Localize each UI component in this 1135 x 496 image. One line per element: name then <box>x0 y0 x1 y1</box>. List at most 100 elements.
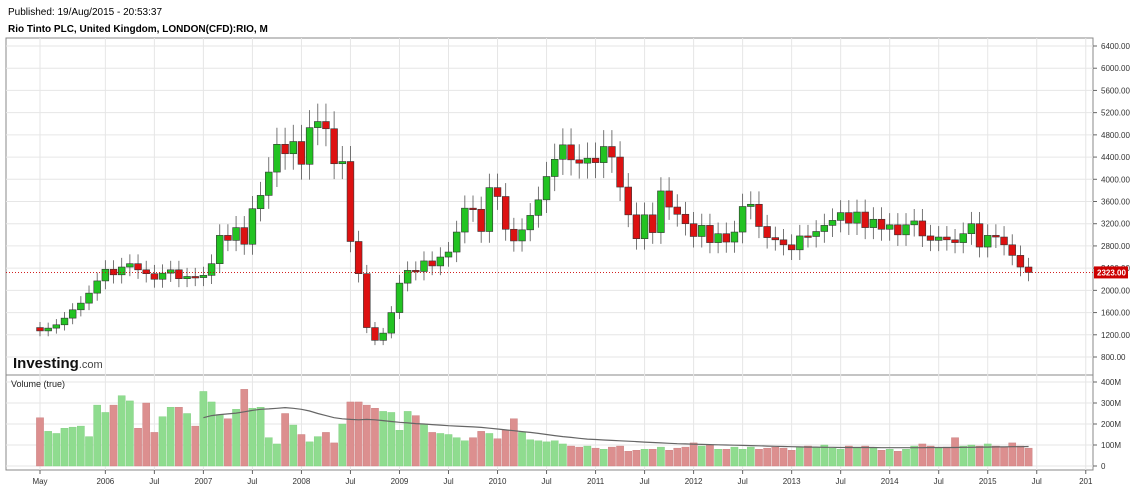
candle <box>698 213 706 248</box>
volume-bar <box>313 436 322 467</box>
candle <box>542 161 551 214</box>
candle-body <box>493 187 502 197</box>
candle-body <box>109 268 118 276</box>
candle <box>755 191 763 239</box>
candle-body <box>44 327 52 332</box>
candle <box>526 203 534 242</box>
candle <box>796 224 804 261</box>
candle <box>877 207 886 241</box>
time-tick-label: 2011 <box>587 477 605 486</box>
volume-bar <box>371 408 379 467</box>
candle <box>452 220 461 263</box>
candle <box>608 130 616 173</box>
candle <box>1016 245 1025 277</box>
volume-bar <box>395 430 404 467</box>
candle <box>853 199 861 235</box>
candle-body <box>910 220 918 226</box>
candle <box>861 199 869 240</box>
candle-body <box>469 207 477 210</box>
candle-body <box>722 233 730 243</box>
volume-bar <box>281 413 289 467</box>
candle-body <box>199 275 208 278</box>
volume-bar <box>224 418 232 467</box>
candle <box>101 260 110 290</box>
volume-bar <box>428 432 436 467</box>
volume-bar <box>77 425 85 467</box>
symbol-title: Rio Tinto PLC, United Kingdom, LONDON(CF… <box>8 24 268 35</box>
candle <box>591 142 600 179</box>
candle <box>984 224 992 258</box>
candle-body <box>126 263 134 268</box>
candle <box>412 261 420 281</box>
volume-bar <box>215 414 224 467</box>
candle <box>207 254 216 285</box>
candle-body <box>551 158 559 177</box>
volume-bar <box>240 389 249 467</box>
candle <box>256 181 265 222</box>
volume-bar <box>885 449 894 467</box>
candle <box>281 127 289 170</box>
candle <box>657 177 665 244</box>
volume-bar <box>420 423 428 467</box>
candle <box>706 213 714 254</box>
time-tick-label: 2012 <box>685 477 703 486</box>
candle <box>461 195 469 244</box>
candle <box>240 216 248 255</box>
candle-body <box>861 211 869 228</box>
volume-bar <box>150 432 159 467</box>
volume-bar <box>485 433 494 467</box>
candle <box>493 173 502 210</box>
candle <box>428 251 436 276</box>
candle-body <box>975 223 984 248</box>
volume-bar <box>256 407 265 467</box>
volume-bar <box>673 447 682 467</box>
candle <box>975 211 984 258</box>
candle-body <box>918 220 927 237</box>
candle <box>1000 226 1008 256</box>
candle <box>371 322 379 346</box>
candle <box>616 141 624 202</box>
candle-body <box>77 302 85 311</box>
candle <box>1008 234 1016 266</box>
candle <box>820 213 829 243</box>
candle <box>649 202 657 244</box>
volume-bar <box>126 400 134 467</box>
time-tick-label: Jul <box>1032 477 1042 486</box>
volume-bar <box>477 431 485 467</box>
candle-body <box>297 141 306 165</box>
candle <box>583 142 592 179</box>
volume-bar <box>804 445 812 467</box>
candle <box>510 217 518 252</box>
candle <box>763 214 771 249</box>
volume-axis: 0 100M 200M 300M 400M <box>1093 378 1121 471</box>
volume-bar <box>387 412 396 467</box>
candle <box>812 220 820 248</box>
time-tick-label: 2009 <box>391 477 409 486</box>
candle-body <box>518 229 526 242</box>
volume-bar <box>68 426 77 467</box>
candle-body <box>902 224 910 236</box>
candle-body <box>191 276 199 279</box>
candle-body <box>412 270 420 273</box>
candle-body <box>354 241 363 274</box>
candle-body <box>101 268 110 282</box>
candle-body <box>314 121 322 128</box>
candle <box>551 143 559 192</box>
candle-body <box>885 224 894 230</box>
volume-bar <box>117 395 126 467</box>
time-tick-label: 201 <box>1079 477 1093 486</box>
candle-body <box>600 146 608 163</box>
candle-body <box>420 260 428 272</box>
volume-bar <box>322 432 330 467</box>
candle <box>232 216 240 252</box>
candle-body <box>787 244 796 251</box>
candle-body <box>747 203 755 207</box>
volume-bar <box>501 430 510 467</box>
candle <box>771 226 780 251</box>
candle <box>845 200 853 235</box>
candle-body <box>591 157 600 163</box>
volume-bar <box>591 447 600 467</box>
candle <box>787 234 796 261</box>
candle-body <box>1000 236 1008 246</box>
candle-body <box>738 206 747 233</box>
